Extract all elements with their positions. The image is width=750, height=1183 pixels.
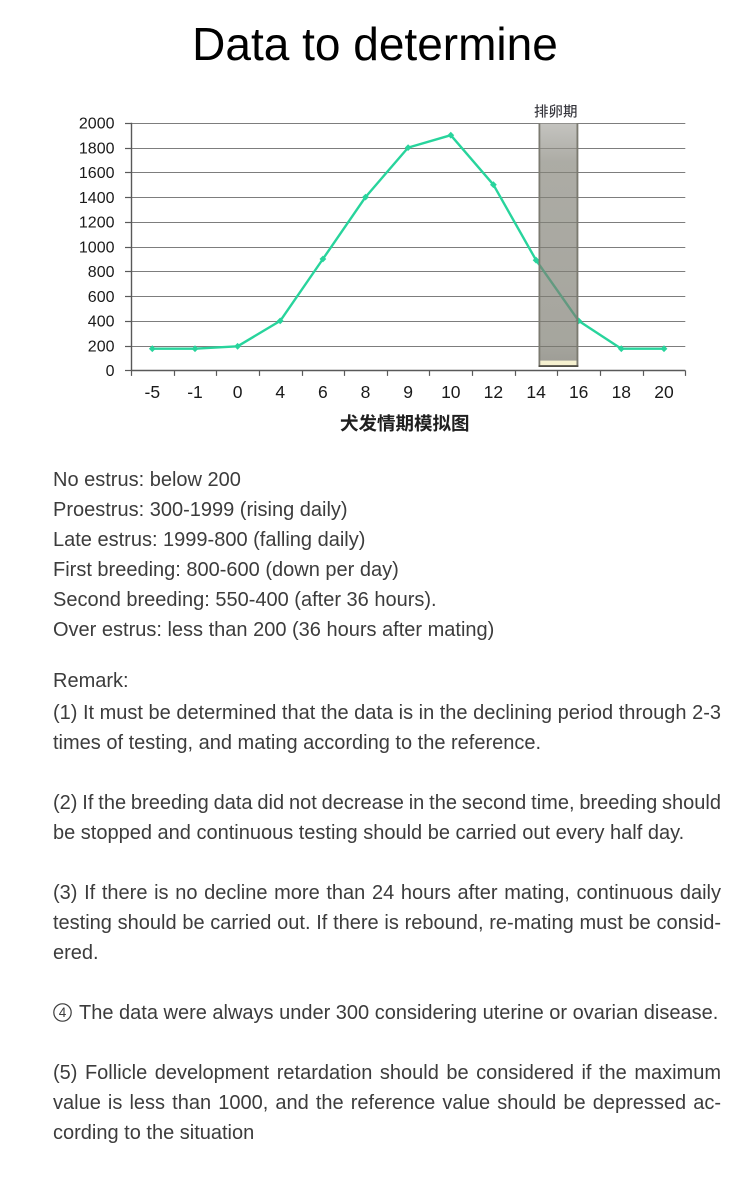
svg-text:1600: 1600 [79, 165, 115, 182]
svg-text:14: 14 [526, 382, 546, 402]
svg-text:1800: 1800 [79, 140, 115, 157]
svg-text:18: 18 [612, 382, 631, 402]
svg-text:4: 4 [59, 1005, 67, 1020]
svg-text:400: 400 [88, 314, 115, 331]
svg-text:6: 6 [318, 382, 328, 402]
svg-text:1000: 1000 [79, 239, 115, 256]
svg-text:0: 0 [233, 382, 243, 402]
svg-text:4: 4 [275, 382, 285, 402]
svg-text:600: 600 [88, 289, 115, 306]
svg-text:0: 0 [106, 363, 115, 380]
svg-text:9: 9 [403, 382, 413, 402]
svg-text:12: 12 [484, 382, 503, 402]
svg-text:20: 20 [654, 382, 674, 402]
svg-text:-1: -1 [187, 382, 203, 402]
svg-text:16: 16 [569, 382, 588, 402]
svg-text:1200: 1200 [79, 215, 115, 232]
svg-text:200: 200 [88, 338, 115, 355]
svg-text:8: 8 [361, 382, 371, 402]
svg-text:1400: 1400 [79, 190, 115, 207]
svg-text:10: 10 [441, 382, 461, 402]
svg-text:-5: -5 [145, 382, 161, 402]
svg-text:800: 800 [88, 264, 115, 281]
svg-text:2000: 2000 [79, 116, 115, 133]
